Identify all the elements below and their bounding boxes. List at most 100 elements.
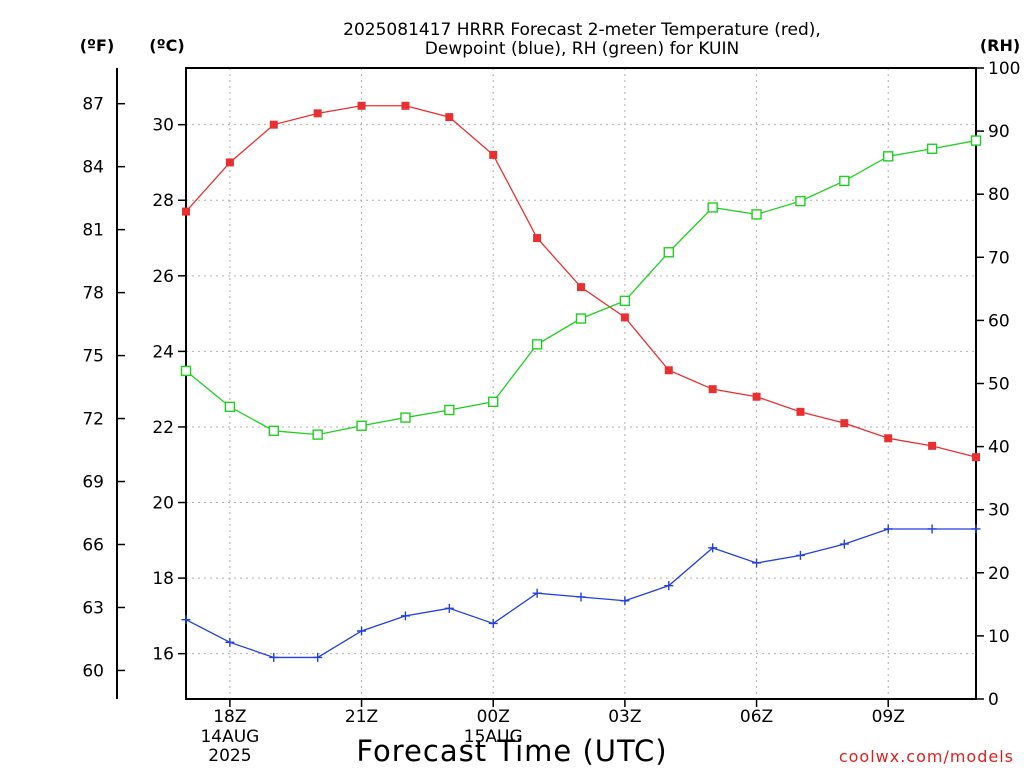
- time-tick-label: 00Z: [477, 707, 510, 727]
- series-layer: [180, 101, 982, 662]
- temperature-point: [225, 158, 234, 167]
- rh-point: [619, 295, 631, 307]
- series-group-1: [181, 524, 981, 662]
- rh-tick-label: 70: [988, 248, 1010, 268]
- celsius-tick-label: 26: [152, 267, 174, 287]
- dewpoint-point: [927, 524, 937, 534]
- rh-tick-label: 60: [988, 311, 1010, 331]
- temperature-point: [182, 207, 190, 216]
- rh-point: [531, 339, 543, 350]
- rh-point: [575, 313, 587, 324]
- rh-tick-label: 0: [988, 690, 999, 710]
- dewpoint-point: [839, 539, 849, 549]
- rh-tick-label: 30: [988, 501, 1010, 521]
- temperature-point: [313, 109, 322, 118]
- plot-frame: [185, 67, 977, 700]
- dewpoint-point: [269, 652, 279, 662]
- temperature-point: [928, 441, 937, 450]
- axes: [116, 67, 984, 707]
- dewpoint-point: [752, 558, 762, 568]
- rh-point: [663, 247, 674, 258]
- dewpoint-point: [313, 652, 323, 662]
- series-line-0: [185, 105, 977, 458]
- temperature-point: [401, 101, 410, 110]
- rh-tick-label: 40: [988, 438, 1010, 458]
- rh-point: [839, 175, 850, 187]
- fahrenheit-tick-label: 66: [82, 536, 104, 556]
- rh-point: [268, 425, 279, 437]
- celsius-tick-label: 24: [152, 342, 174, 362]
- fahrenheit-tick-label: 87: [82, 95, 104, 115]
- rh-tick-label: 90: [988, 122, 1010, 142]
- grid-lines: [186, 68, 976, 699]
- date-tick-label: 14AUG: [200, 727, 259, 747]
- chart-title-line-2: Dewpoint (blue), RH (green) for KUIN: [425, 39, 739, 59]
- celsius-tick-label: 18: [152, 569, 174, 589]
- series-group-2: [180, 135, 982, 440]
- dewpoint-point: [357, 626, 367, 636]
- time-tick-label: 03Z: [608, 707, 641, 727]
- rh-unit-label: (RH): [980, 36, 1020, 55]
- temperature-point: [708, 385, 717, 394]
- rh-point: [970, 135, 982, 146]
- rh-point: [400, 412, 411, 423]
- rh-point: [883, 151, 894, 162]
- dewpoint-point: [225, 637, 235, 647]
- rh-tick-label: 20: [988, 564, 1010, 584]
- rh-tick-label: 80: [988, 185, 1010, 205]
- rh-point: [312, 429, 323, 440]
- dewpoint-point: [444, 603, 454, 613]
- celsius-unit-label: (ºC): [149, 36, 184, 55]
- temperature-point: [972, 453, 980, 462]
- credit-label: coolwx.com/models: [839, 747, 1014, 766]
- year-tick-label: 2025: [208, 746, 251, 766]
- fahrenheit-tick-label: 72: [82, 410, 104, 430]
- temperature-point: [489, 150, 498, 159]
- dewpoint-point: [664, 581, 674, 591]
- temperature-point: [269, 120, 278, 129]
- tick-labels: 16 18 20 22 24 26 28 30 60 63 66 69 72 75 78 81 84 87 0 10 2…: [82, 59, 1020, 766]
- dewpoint-point: [883, 524, 893, 534]
- rh-point: [224, 401, 236, 413]
- celsius-tick-label: 30: [152, 116, 174, 136]
- temperature-point: [840, 419, 849, 428]
- fahrenheit-tick-label: 75: [82, 347, 104, 367]
- date-tick-label: 15AUG: [464, 727, 523, 747]
- celsius-tick-label: 16: [152, 645, 174, 665]
- dewpoint-point: [576, 592, 586, 602]
- temperature-point: [884, 434, 893, 443]
- temperature-point: [533, 234, 542, 243]
- fahrenheit-tick-label: 81: [82, 221, 104, 241]
- time-tick-label: 09Z: [872, 707, 905, 727]
- fahrenheit-tick-label: 84: [82, 158, 104, 178]
- temperature-point: [620, 313, 629, 322]
- temperature-point: [664, 366, 673, 375]
- dewpoint-point: [181, 615, 191, 625]
- celsius-tick-label: 20: [152, 494, 174, 514]
- dewpoint-point: [971, 524, 981, 534]
- rh-point: [751, 209, 762, 220]
- series-group-0: [182, 101, 980, 462]
- time-tick-label: 06Z: [740, 707, 773, 727]
- dewpoint-point: [620, 596, 630, 606]
- dewpoint-point: [795, 550, 805, 560]
- rh-point: [356, 420, 367, 431]
- rh-tick-label: 50: [988, 375, 1010, 395]
- temperature-point: [577, 283, 585, 292]
- dewpoint-point: [488, 618, 498, 628]
- fahrenheit-tick-label: 63: [82, 598, 104, 618]
- celsius-tick-label: 22: [152, 418, 174, 438]
- dewpoint-point: [400, 611, 410, 621]
- rh-point: [795, 195, 806, 207]
- temperature-point: [445, 113, 454, 122]
- temperature-point: [752, 392, 761, 401]
- chart-title-line-1: 2025081417 HRRR Forecast 2-meter Tempera…: [343, 20, 821, 40]
- temperature-point: [796, 407, 805, 416]
- time-tick-label: 18Z: [213, 707, 246, 727]
- rh-point: [180, 365, 192, 377]
- rh-tick-label: 10: [988, 627, 1010, 647]
- rh-point: [444, 404, 455, 416]
- temperature-point: [357, 101, 366, 110]
- celsius-tick-label: 28: [152, 191, 174, 211]
